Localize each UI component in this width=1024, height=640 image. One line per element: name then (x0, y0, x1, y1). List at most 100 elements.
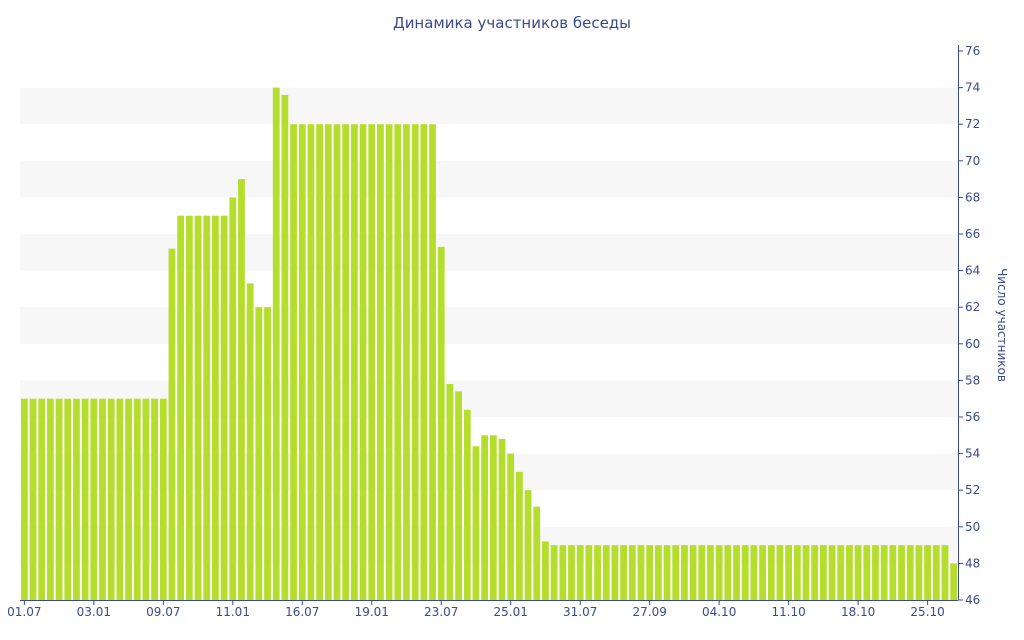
bar (342, 124, 350, 600)
bar (681, 545, 688, 600)
bar (576, 545, 584, 600)
bar (220, 215, 228, 600)
bar (385, 124, 393, 600)
bar (637, 545, 645, 600)
y-tick-label: 48 (965, 556, 980, 570)
x-tick-label: 18.10 (841, 605, 875, 619)
y-tick-label: 64 (965, 264, 980, 278)
y-tick-label: 54 (965, 447, 980, 461)
bar (168, 248, 176, 600)
bar (255, 307, 263, 600)
bar (533, 506, 541, 600)
y-tick-label: 58 (965, 373, 980, 387)
bar (368, 124, 376, 600)
bar (906, 545, 914, 600)
bar (107, 398, 115, 600)
bar (316, 124, 324, 600)
bar (559, 545, 567, 600)
bar (73, 398, 80, 600)
y-tick-label: 56 (965, 410, 980, 424)
grid-band (20, 160, 958, 198)
bar (298, 124, 306, 600)
bar (455, 391, 462, 600)
bar (90, 398, 98, 600)
bar (125, 398, 132, 600)
bar (185, 215, 193, 600)
bar (785, 545, 793, 600)
x-tick-label: 23.07 (424, 605, 458, 619)
bar (394, 124, 402, 600)
bar (828, 545, 836, 600)
bar (246, 283, 254, 600)
bar (159, 398, 167, 600)
bar (151, 398, 158, 600)
bar (324, 124, 332, 600)
axes: 46 48 50 52 54 56 58 60 62 64 66 68 70 72 74 76 01.07 03.… (7, 44, 980, 619)
bar (264, 307, 271, 600)
x-tick-label: 25.10 (910, 605, 944, 619)
x-tick-label: 04.10 (702, 605, 736, 619)
bar (20, 398, 28, 600)
bar (793, 545, 801, 600)
bar (403, 124, 410, 600)
x-tick-label: 16.07 (285, 605, 319, 619)
bar (872, 545, 879, 600)
bar (359, 124, 367, 600)
bar (55, 398, 63, 600)
bar (281, 94, 289, 601)
bar (707, 545, 714, 600)
bar (594, 545, 601, 600)
bar (715, 545, 723, 600)
x-tick-label: 11.10 (771, 605, 805, 619)
bar (741, 545, 749, 600)
grid-band (20, 87, 958, 125)
y-tick-label: 50 (965, 520, 980, 534)
bar (429, 124, 436, 600)
y-tick-label: 60 (965, 337, 980, 351)
bar (689, 545, 697, 600)
bar (585, 545, 593, 600)
bar (307, 124, 315, 600)
bar (29, 398, 37, 600)
x-tick-label: 31.07 (563, 605, 597, 619)
bar (446, 384, 454, 600)
bar (811, 545, 819, 600)
bar (203, 215, 211, 600)
bar (498, 438, 506, 600)
bar (698, 545, 706, 600)
bar (64, 398, 72, 600)
bar (950, 563, 958, 600)
bar (177, 215, 185, 600)
bar (507, 453, 515, 600)
bar (663, 545, 671, 600)
x-tick-label: 11.01 (216, 605, 250, 619)
bar (411, 124, 419, 600)
y-tick-label: 74 (965, 81, 980, 95)
y-tick-label: 72 (965, 117, 980, 131)
bar (776, 545, 784, 600)
bar (437, 246, 445, 600)
bar (733, 545, 740, 600)
bar (463, 409, 471, 600)
bar (898, 545, 905, 600)
x-tick-label: 27.09 (632, 605, 666, 619)
bar (750, 545, 758, 600)
bar (142, 398, 150, 600)
bar (602, 545, 610, 600)
y-axis-title: Число участников (995, 268, 1009, 382)
bar (654, 545, 662, 600)
x-tick-label: 09.07 (146, 605, 180, 619)
bar (646, 545, 654, 600)
bar (116, 398, 124, 600)
y-tick-label: 46 (965, 593, 980, 607)
bar (133, 398, 141, 600)
bar (819, 545, 827, 600)
bar (99, 398, 106, 600)
chart-title: Динамика участников беседы (393, 14, 631, 32)
bar (854, 545, 862, 600)
bar (889, 545, 897, 600)
bar (611, 545, 619, 600)
bar (350, 124, 358, 600)
bar (489, 435, 497, 600)
